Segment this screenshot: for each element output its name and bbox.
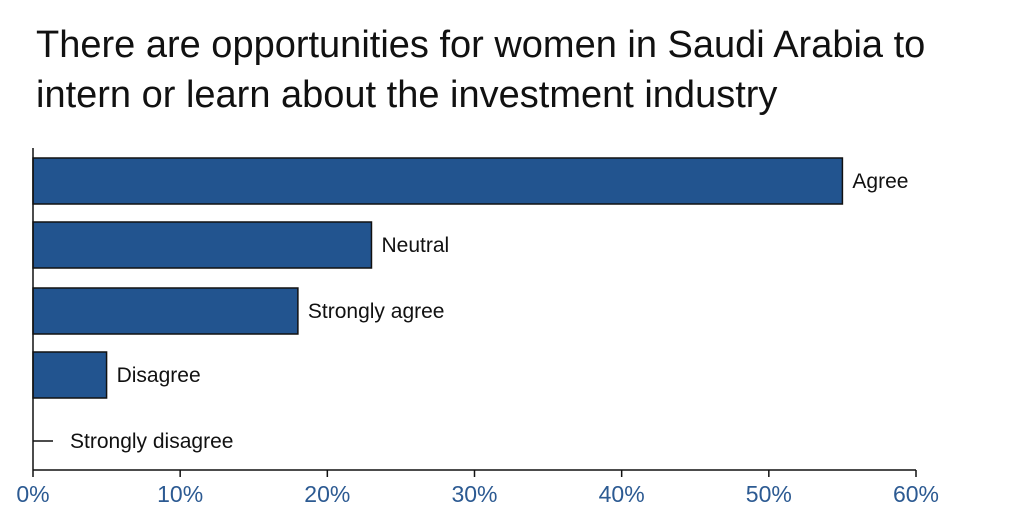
x-tick-label: 10% <box>157 481 203 507</box>
bar-label-strongly-agree: Strongly agree <box>308 300 445 323</box>
bars-group <box>32 157 844 442</box>
bar-label-disagree: Disagree <box>117 364 201 387</box>
bar-label-agree: Agree <box>852 170 908 193</box>
x-tick-label: 40% <box>599 481 645 507</box>
x-ticks-group: 0% 10% 20% 30% 40% 50% 60% <box>16 470 939 507</box>
x-tick-label: 0% <box>16 481 49 507</box>
bar-labels-group: Agree Neutral Strongly agree Disagree Strong… <box>70 170 908 453</box>
bar-label-strongly-disagree: Strongly disagree <box>70 430 233 453</box>
bar-label-neutral: Neutral <box>381 234 449 257</box>
x-tick-label: 30% <box>451 481 497 507</box>
x-tick-label: 20% <box>304 481 350 507</box>
bar-neutral <box>32 221 373 269</box>
bar-disagree <box>32 351 108 399</box>
chart-title: There are opportunities for women in Sau… <box>36 24 926 116</box>
x-tick-label: 60% <box>893 481 939 507</box>
bar-strongly-agree <box>32 287 299 335</box>
x-tick-label: 50% <box>746 481 792 507</box>
bar-agree <box>32 157 844 205</box>
